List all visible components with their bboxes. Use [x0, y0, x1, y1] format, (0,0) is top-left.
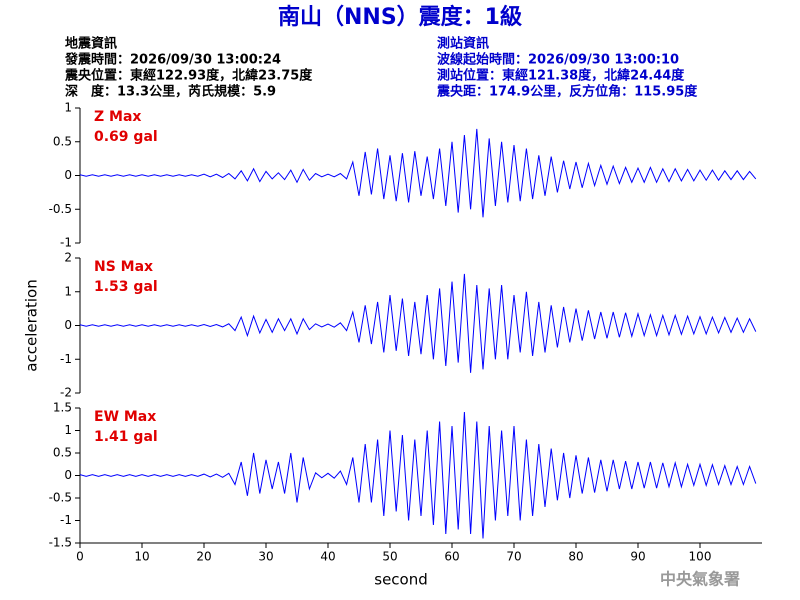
x-tick-label: 70	[506, 550, 521, 564]
x-tick-label: 60	[444, 550, 459, 564]
x-tick-label: 20	[196, 550, 211, 564]
y-tick-label: 0	[64, 318, 72, 332]
y-tick-label: 0	[64, 168, 72, 182]
y-tick-label: -2	[60, 386, 72, 400]
x-tick-label: 0	[76, 550, 84, 564]
waveform	[79, 411, 757, 539]
event-info: 深 度：13.3公里，芮氏規模：5.9	[65, 84, 276, 100]
x-axis-label: second	[374, 571, 428, 589]
x-tick-label: 80	[568, 550, 583, 564]
waveform	[79, 128, 757, 218]
y-tick-label: 1	[64, 284, 72, 298]
station-info: 震央距：174.9公里，反方位角：115.95度	[436, 84, 698, 100]
watermark: 中央氣象署	[660, 570, 740, 589]
y-tick-label: 1	[64, 101, 72, 115]
y-axis-label: acceleration	[23, 279, 41, 371]
x-tick-label: 10	[134, 550, 149, 564]
max-annotation: 1.53 gal	[94, 279, 158, 295]
y-tick-label: -1	[60, 513, 72, 527]
x-tick-label: 90	[630, 550, 645, 564]
x-tick-label: 100	[689, 550, 712, 564]
event-info: 發震時間：2026/09/30 13:00:24	[64, 52, 281, 68]
event-info: 地震資訊	[65, 36, 117, 52]
y-tick-label: -1	[60, 352, 72, 366]
waveform	[79, 273, 757, 373]
station-info: 測站資訊	[437, 36, 489, 52]
y-tick-label: -0.5	[49, 202, 72, 216]
y-tick-label: -0.5	[49, 491, 72, 505]
event-info: 震央位置：東經122.93度，北緯23.75度	[64, 68, 313, 84]
y-tick-label: 2	[64, 251, 72, 265]
max-annotation: NS Max	[94, 259, 153, 275]
station-info: 波線起始時間：2026/09/30 13:00:10	[437, 52, 679, 68]
y-tick-label: 1.5	[53, 401, 72, 415]
max-annotation: Z Max	[94, 109, 141, 125]
y-tick-label: 0.5	[53, 134, 72, 148]
station-info: 測站位置：東經121.38度，北緯24.44度	[437, 68, 685, 84]
max-annotation: 1.41 gal	[94, 429, 158, 445]
y-tick-label: 0.5	[53, 446, 72, 460]
x-tick-label: 30	[258, 550, 273, 564]
y-tick-label: -1.5	[49, 536, 72, 550]
y-tick-label: -1	[60, 236, 72, 250]
max-annotation: EW Max	[94, 409, 156, 425]
y-tick-label: 1	[64, 423, 72, 437]
title: 南山（NNS）震度：1級	[278, 4, 522, 30]
max-annotation: 0.69 gal	[94, 129, 158, 145]
x-tick-label: 50	[382, 550, 397, 564]
x-tick-label: 40	[320, 550, 335, 564]
y-tick-label: 0	[64, 468, 72, 482]
